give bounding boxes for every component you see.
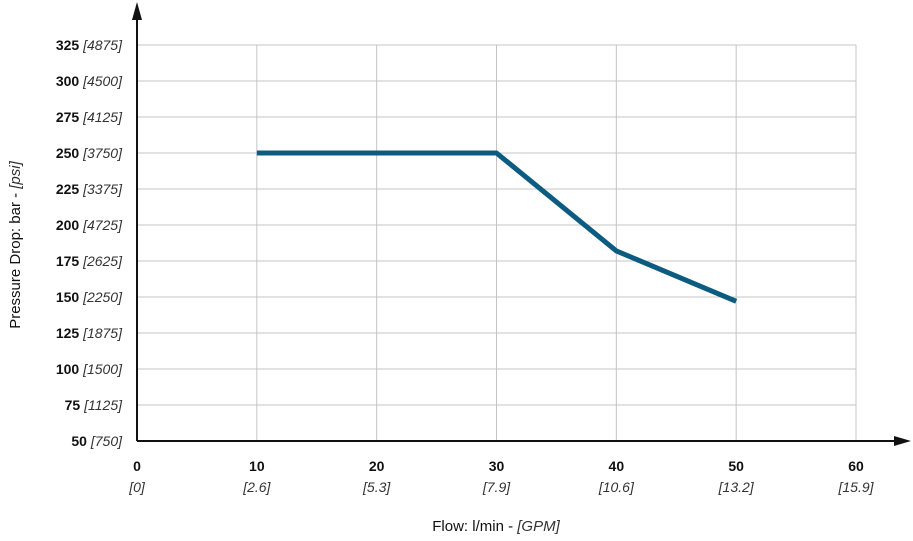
y-axis-arrow [132,2,142,20]
y-tick-alt-value: [4125] [82,109,123,125]
x-tick-label-30: 30 [489,458,505,474]
axes [132,2,911,446]
x-axis-arrow [894,436,911,446]
x-axis-title-main: Flow: l/min - [432,518,517,535]
x-axis-title: Flow: l/min - [GPM] [432,518,560,535]
x-tick-alt-label-30: [7.9] [482,479,511,495]
y-tick-value: 150 [56,289,83,305]
y-tick-label-275: 275 [4125] [56,109,123,125]
y-tick-label-75: 75 [1125] [65,397,123,413]
y-tick-label-250: 250 [3750] [56,145,123,161]
series-layer [256,150,738,304]
x-tick-alt-label-60: [15.9] [837,479,874,495]
y-tick-value: 125 [56,325,83,341]
y-tick-alt-value: [750] [90,433,123,449]
y-tick-alt-value: [4725] [82,217,123,233]
y-tick-label-300: 300 [4500] [56,73,123,89]
y-tick-alt-value: [3750] [82,145,123,161]
grid-lines [137,44,857,441]
y-tick-value: 325 [56,37,83,53]
y-tick-value: 100 [56,361,83,377]
y-tick-label-200: 200 [4725] [56,217,123,233]
x-tick-alt-label-50: [13.2] [718,479,755,495]
y-tick-value: 75 [65,397,84,413]
y-tick-label-175: 175 [2625] [56,253,123,269]
y-tick-value: 50 [71,433,90,449]
y-tick-alt-value: [1500] [82,361,123,377]
y-tick-value: 175 [56,253,83,269]
x-tick-alt-label-40: [10.6] [598,479,635,495]
y-tick-alt-value: [4875] [82,37,123,53]
y-tick-alt-value: [4500] [82,73,123,89]
y-axis-title: Pressure Drop: bar - [psi] [7,160,24,328]
y-tick-label-325: 325 [4875] [56,37,123,53]
y-axis-title-alt: [psi] [7,160,24,189]
y-tick-label-125: 125 [1875] [56,325,123,341]
y-tick-alt-value: [1125] [83,397,123,413]
y-tick-alt-value: [1875] [82,325,123,341]
y-tick-label-225: 225 [3375] [56,181,123,197]
x-tick-label-10: 10 [249,458,265,474]
x-tick-label-60: 60 [848,458,864,474]
y-tick-label-150: 150 [2250] [56,289,123,305]
x-tick-alt-label-0: [0] [128,479,146,495]
x-tick-label-50: 50 [728,458,744,474]
y-tick-value: 300 [56,73,83,89]
y-tick-value: 275 [56,109,83,125]
x-tick-label-40: 40 [609,458,625,474]
x-axis-title-alt: [GPM] [516,518,560,535]
y-tick-label-50: 50 [750] [71,433,123,449]
y-tick-value: 225 [56,181,83,197]
y-tick-alt-value: [2250] [82,289,123,305]
x-tick-alt-label-10: [2.6] [242,479,271,495]
y-tick-label-100: 100 [1500] [56,361,123,377]
y-tick-value: 200 [56,217,83,233]
y-tick-alt-value: [2625] [82,253,123,269]
y-tick-labels: 50 [750] 75 [1125] 100 [1500] 125 [1875] 150… [56,37,123,449]
y-axis-title-main: Pressure Drop: bar - [7,189,24,329]
x-tick-labels: 0 [0] 10 [2.6] 20 [5.3] 30 [7.9] 40 [10.6] 50 [13.2… [128,458,874,495]
x-tick-label-0: 0 [133,458,141,474]
y-tick-value: 250 [56,145,83,161]
x-tick-alt-label-20: [5.3] [362,479,391,495]
series-line-0 [256,150,738,304]
y-tick-alt-value: [3375] [82,181,123,197]
x-tick-label-20: 20 [369,458,385,474]
